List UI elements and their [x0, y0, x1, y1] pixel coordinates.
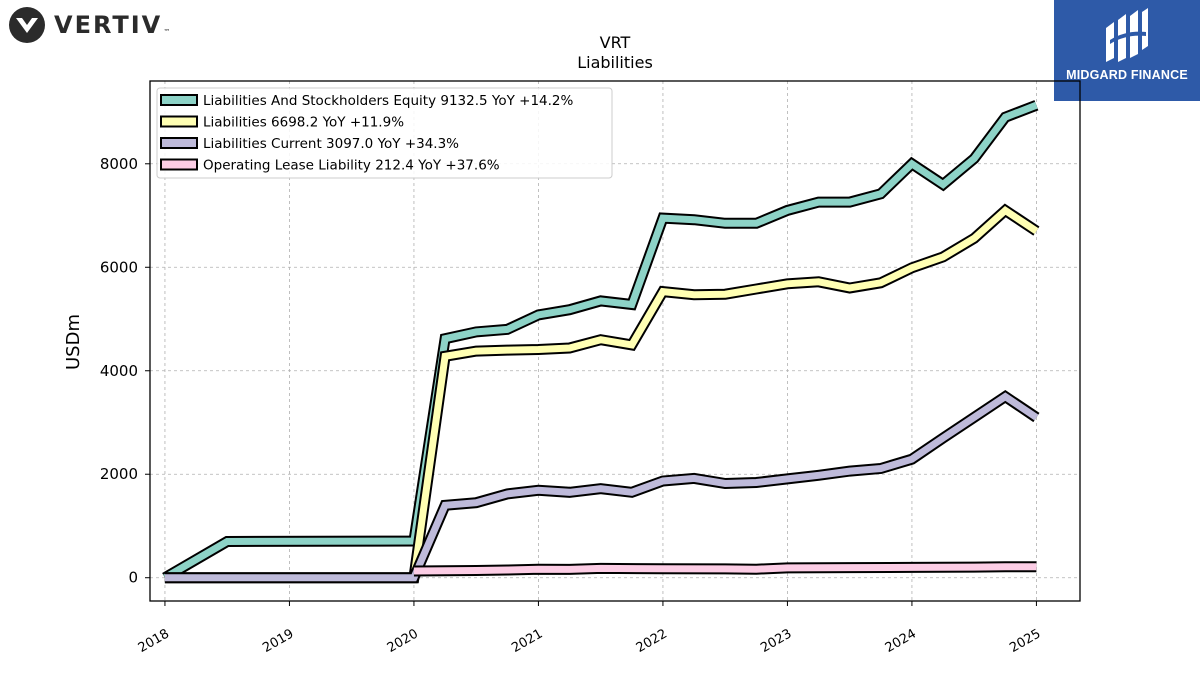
series-line-3: [413, 561, 1037, 577]
y-tick-label: 8000: [100, 155, 138, 173]
series-line-2: [164, 389, 1040, 584]
x-tick-label: 2022: [634, 626, 670, 656]
legend-item: Liabilities Current 3097.0 YoY +34.3%: [160, 136, 459, 152]
y-tick-label: 4000: [100, 362, 138, 380]
x-tick-label: 2023: [758, 626, 794, 656]
series-fill: [164, 205, 1039, 582]
x-tick-label: 2025: [1007, 626, 1043, 656]
legend-swatch: [160, 137, 198, 149]
legend-label: Liabilities Current 3097.0 YoY +34.3%: [203, 136, 459, 152]
series-fill: [413, 563, 1037, 575]
series-line-1: [164, 203, 1040, 584]
chart-legend: Liabilities And Stockholders Equity 9132…: [156, 87, 613, 179]
x-tick-label: 2020: [385, 626, 421, 656]
legend-item: Operating Lease Liability 212.4 YoY +37.…: [160, 158, 500, 174]
legend-label: Liabilities And Stockholders Equity 9132…: [203, 93, 573, 109]
legend-swatch: [160, 94, 198, 106]
legend-swatch: [160, 115, 198, 128]
midgard-finance-badge: MIDGARD FINANCE: [1054, 0, 1200, 101]
vertiv-chevron-icon: [9, 7, 45, 43]
series-fill: [164, 392, 1039, 582]
series-fill: [163, 101, 1038, 581]
y-axis-label: USDm: [63, 314, 84, 370]
x-tick-label: 2021: [509, 626, 545, 656]
y-tick-label: 0: [128, 569, 138, 587]
grid-lines: [150, 81, 1080, 601]
x-tick-label: 2024: [883, 626, 919, 656]
legend-item: Liabilities 6698.2 YoY +11.9%: [160, 115, 404, 131]
legend-box: [156, 87, 613, 179]
x-tick-label: 2019: [260, 626, 296, 656]
y-tick-label: 2000: [100, 465, 138, 483]
legend-item: Liabilities And Stockholders Equity 9132…: [160, 93, 573, 109]
series-line-0: [162, 100, 1039, 583]
vertiv-logo-text: VERTIV: [54, 11, 163, 39]
x-tick-label: 2018: [136, 626, 172, 656]
y-tick-label: 6000: [100, 258, 138, 276]
legend-label: Operating Lease Liability 212.4 YoY +37.…: [203, 158, 500, 174]
series-lines: [162, 100, 1040, 584]
legend-swatch: [160, 158, 198, 171]
trademark-mark: ™: [163, 28, 171, 36]
vertiv-logo: VERTIV ™: [8, 6, 170, 44]
badge-text: MIDGARD FINANCE: [1066, 68, 1188, 82]
midgard-mark-icon: [1106, 8, 1148, 62]
plot-frame: [149, 80, 1081, 602]
chart-title: VRT: [600, 33, 631, 52]
series-outline: [164, 203, 1040, 584]
chart-subtitle: Liabilities: [577, 53, 653, 72]
legend-label: Liabilities 6698.2 YoY +11.9%: [203, 115, 404, 131]
